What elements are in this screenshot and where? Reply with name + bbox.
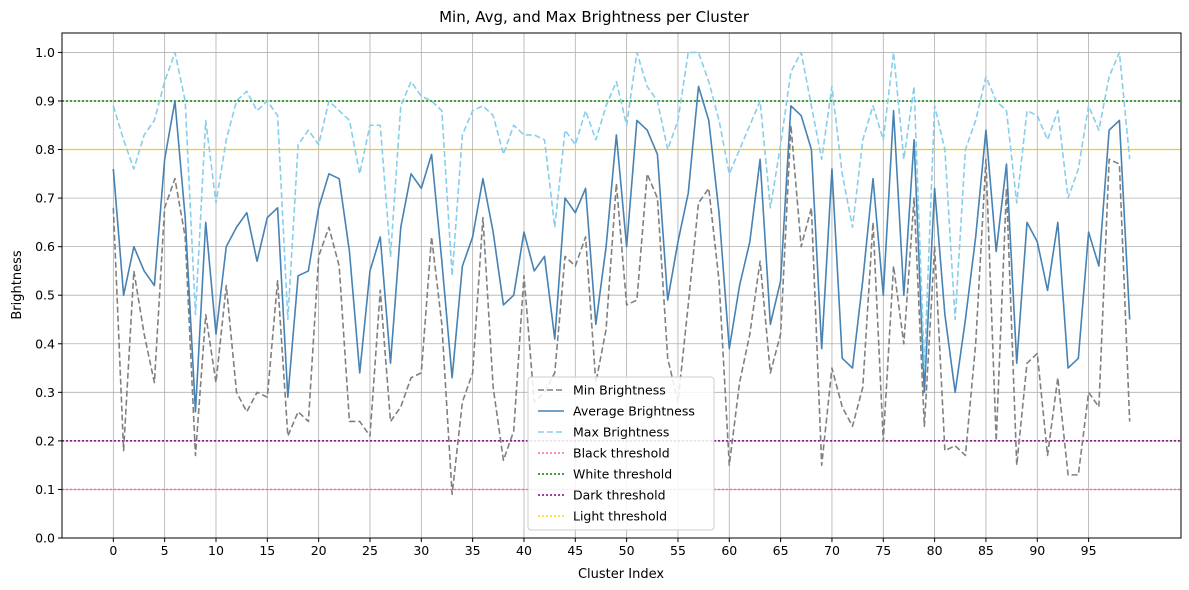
y-tick-label: 0.9 xyxy=(35,93,55,108)
y-tick-label: 1.0 xyxy=(35,45,55,60)
x-tick-label: 70 xyxy=(824,543,840,558)
x-tick-label: 85 xyxy=(978,543,994,558)
x-tick-label: 80 xyxy=(927,543,943,558)
x-tick-label: 75 xyxy=(875,543,891,558)
chart-title: Min, Avg, and Max Brightness per Cluster xyxy=(439,8,750,26)
x-tick-label: 90 xyxy=(1029,543,1045,558)
legend-label: Dark threshold xyxy=(573,488,666,503)
x-tick-label: 65 xyxy=(773,543,789,558)
y-axis-label: Brightness xyxy=(10,250,25,319)
threshold-lines xyxy=(62,100,1181,491)
y-tick-label: 0.8 xyxy=(35,142,55,157)
x-tick-label: 50 xyxy=(619,543,635,558)
y-tick-label: 0.5 xyxy=(35,288,55,303)
ticks: 0 5 10 15 20 25 30 35 40 45 50 55 60 65 70 75 80 85 90 95 0.… xyxy=(35,45,1096,558)
y-tick-label: 0.4 xyxy=(35,336,55,351)
x-tick-label: 5 xyxy=(161,543,169,558)
min-brightness-line xyxy=(112,124,1131,496)
y-tick-label: 0.6 xyxy=(35,239,55,254)
legend-label: Max Brightness xyxy=(573,425,669,440)
x-tick-label: 10 xyxy=(208,543,224,558)
y-tick-label: 0.3 xyxy=(35,385,55,400)
legend-label: White threshold xyxy=(573,467,672,482)
axes-frame xyxy=(61,32,1182,539)
legend-label: Min Brightness xyxy=(573,383,666,398)
x-tick-label: 25 xyxy=(362,543,378,558)
y-tick-label: 0.1 xyxy=(35,482,55,497)
y-tick-label: 0.0 xyxy=(35,531,55,546)
legend-label: Average Brightness xyxy=(573,404,695,419)
legend-label: Light threshold xyxy=(573,509,667,524)
series-lines xyxy=(112,51,1131,496)
max-brightness-line xyxy=(112,51,1131,369)
x-tick-label: 45 xyxy=(567,543,583,558)
x-tick-label: 95 xyxy=(1081,543,1097,558)
x-tick-label: 35 xyxy=(465,543,481,558)
y-tick-label: 0.7 xyxy=(35,191,55,206)
x-tick-label: 40 xyxy=(516,543,532,558)
legend-box xyxy=(527,376,715,531)
x-tick-label: 15 xyxy=(259,543,275,558)
legend: Min Brightness Average Brightness Max Brig… xyxy=(527,376,715,531)
x-axis-label: Cluster Index xyxy=(578,567,664,582)
x-tick-label: 20 xyxy=(311,543,327,558)
average-brightness-line xyxy=(112,85,1131,413)
x-tick-label: 0 xyxy=(109,543,117,558)
legend-label: Black threshold xyxy=(573,446,670,461)
x-tick-label: 55 xyxy=(670,543,686,558)
y-tick-label: 0.2 xyxy=(35,433,55,448)
x-tick-label: 60 xyxy=(721,543,737,558)
x-tick-label: 30 xyxy=(413,543,429,558)
